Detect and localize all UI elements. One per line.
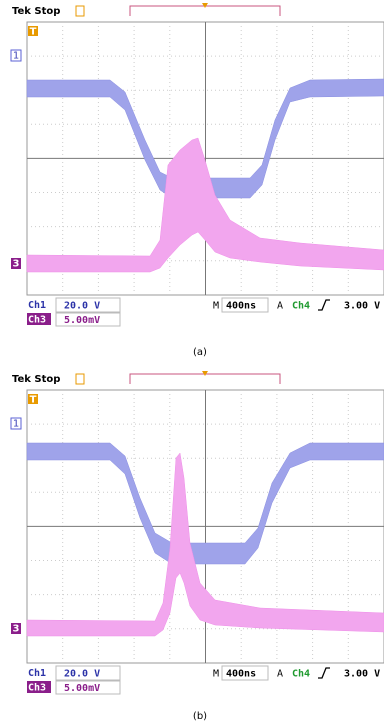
trigger-mode: A [277,669,283,680]
ch1-marker: 1 [13,419,19,430]
trigger-slope [318,300,330,310]
trigger-mode: A [277,301,283,312]
trigger-source: Ch4 [292,669,310,680]
scope-panel: Tek Stop T 1 3 Ch1 20.0 V Ch3 5.00mV M 400ns A Ch4 3… [11,371,384,722]
trigger-level: 3.00 V [344,669,380,680]
ch1-scale: 20.0 V [64,301,100,312]
trigger-slope [318,668,330,678]
ch3-marker: 3 [13,624,20,635]
scope-status: Tek Stop [12,6,60,17]
timebase-label: M [213,301,219,312]
trigger-source: Ch4 [292,301,310,312]
trigger-marker: T [30,395,37,406]
caption: (b) [193,711,207,722]
timebase-label: M [213,669,219,680]
trigger-icon [76,6,84,16]
ch3-scale: 5.00mV [64,315,100,326]
ch3-label: Ch3 [28,683,46,694]
trigger-level: 3.00 V [344,301,380,312]
scope-panel: Tek Stop T 1 3 Ch1 20.0 V Ch3 5.00mV M 400ns A Ch4 3… [11,3,384,358]
ch1-marker: 1 [13,51,19,62]
ch1-label: Ch1 [28,668,46,679]
ch3-scale: 5.00mV [64,683,100,694]
ch3-label: Ch3 [28,315,46,326]
caption: (a) [193,347,207,358]
ch3-marker: 3 [13,259,20,270]
trigger-marker: T [30,27,37,38]
trigger-icon [76,374,84,384]
ch1-scale: 20.0 V [64,669,100,680]
timebase: 400ns [226,301,256,312]
scope-status: Tek Stop [12,374,60,385]
figure: Tek Stop T 1 3 Ch1 20.0 V Ch3 5.00mV M 400ns A Ch4 3… [0,0,384,727]
timebase: 400ns [226,669,256,680]
ch1-label: Ch1 [28,300,46,311]
